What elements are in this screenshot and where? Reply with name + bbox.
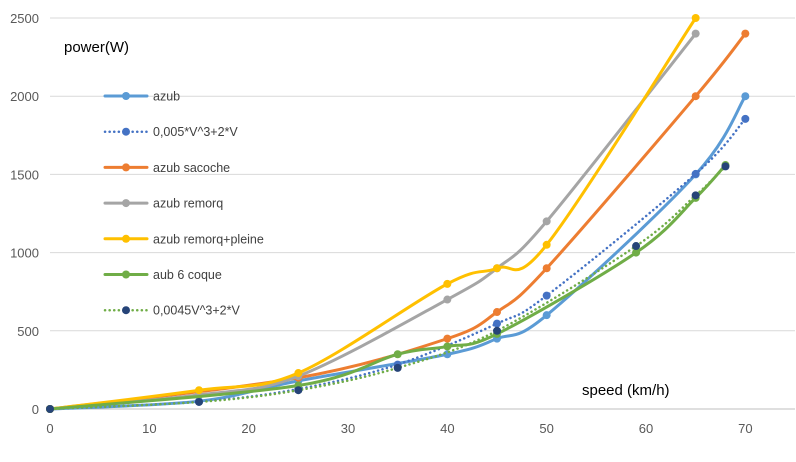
series-6 [46,162,730,413]
data-point [632,248,641,257]
series-4 [46,14,700,413]
axes: 0 500 1000 1500 2000 2500 0 10 20 30 40 50 60 70 [10,11,795,436]
data-point [542,311,551,320]
y-tick-label: 1000 [10,246,39,261]
gridlines [50,17,795,332]
y-tick-label: 2000 [10,89,39,104]
data-point [393,363,402,372]
series-3 [46,29,700,413]
data-point [443,334,452,343]
y-tick-label: 0 [32,402,39,417]
legend-marker [122,92,130,100]
series-5 [46,161,730,413]
y-tick-label: 1500 [10,167,39,182]
data-point [443,342,452,351]
legend-label: aub 6 coque [153,268,222,282]
series-line [48,165,727,411]
data-point [493,326,501,335]
x-tick-label: 0 [46,421,53,436]
data-point [195,386,203,395]
y-tick-label: 2500 [10,11,39,26]
data-point [443,295,452,304]
x-axis-title: speed (km/h) [582,382,670,399]
x-tick-label: 70 [738,421,752,436]
series-line [48,32,698,411]
series-line [48,117,747,411]
data-point [741,29,750,38]
data-point [632,242,641,251]
x-tick-label: 60 [639,421,653,436]
data-point [393,350,402,359]
x-tick-label: 10 [142,421,156,436]
legend-entry: azub remorq+pleine [103,232,264,246]
data-point [294,369,303,378]
legend-marker [122,163,130,172]
legend-entry: azub [103,90,180,104]
y-tick-label: 500 [17,324,39,339]
data-point [741,114,750,123]
data-point [691,191,700,200]
legend-label: azub sacoche [153,161,230,175]
data-point [493,319,501,328]
data-point [542,217,551,226]
series-line [48,163,727,411]
legend-marker [122,270,130,279]
data-point [443,279,452,288]
data-point [493,308,501,317]
x-tick-label: 50 [539,421,553,436]
series-line [48,16,698,411]
data-point [691,169,700,178]
x-tick-label: 30 [341,421,355,436]
legend-entry: 0,0045V^3+2*V [103,304,241,318]
data-point [691,14,700,22]
data-point [542,240,551,249]
legend-label: azub [153,90,180,104]
data-point [195,397,203,406]
data-point [46,405,54,413]
data-point [691,92,700,101]
x-tick-label: 20 [241,421,255,436]
legend-entry: 0,005*V^3+2*V [103,125,238,139]
legend-marker [122,234,130,243]
legend-marker [122,127,130,136]
data-point [691,29,700,38]
data-point [493,264,501,273]
legend-label: 0,0045V^3+2*V [153,304,241,318]
legend-entry: azub sacoche [103,161,230,175]
y-axis-title: power(W) [64,39,129,56]
legend-label: azub remorq+pleine [153,232,264,246]
legend-label: azub remorq [153,197,223,211]
data-point [542,264,551,273]
data-point [721,162,730,171]
legend-entry: azub remorq [103,197,223,211]
x-tick-label: 40 [440,421,454,436]
data-point [542,291,551,300]
legend-marker [122,306,130,315]
series-group [46,14,750,413]
legend: azub 0,005*V^3+2*V azub sacoche azub remorq… [103,90,264,318]
legend-marker [122,199,130,208]
data-point [294,386,303,395]
data-point [741,92,750,101]
legend-entry: aub 6 coque [103,268,222,282]
legend-label: 0,005*V^3+2*V [153,125,238,139]
